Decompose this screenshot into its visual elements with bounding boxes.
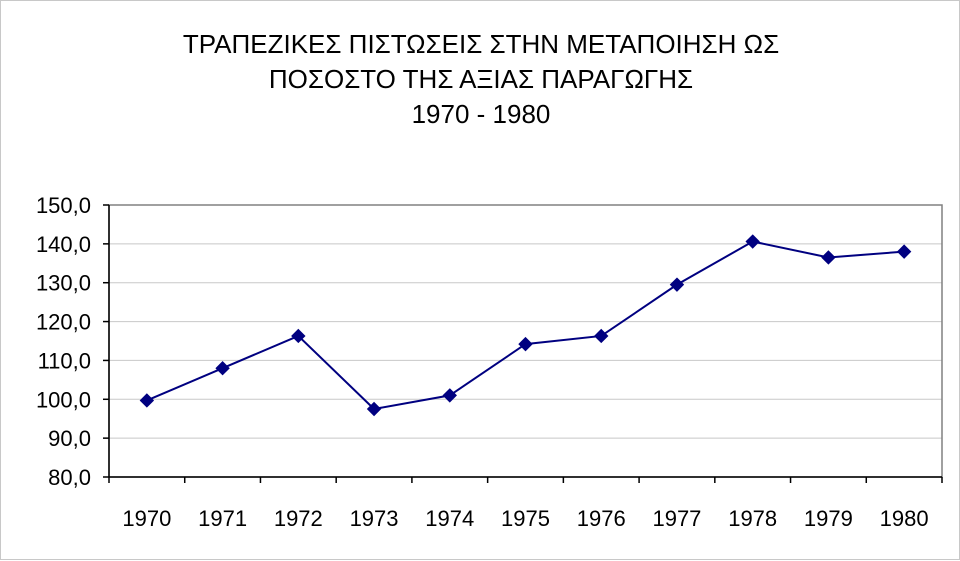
data-point-marker (669, 277, 685, 292)
chart-title: ΤΡΑΠΕΖΙΚΕΣ ΠΙΣΤΩΣΕΙΣ ΣΤΗΝ ΜΕΤΑΠΟΙΗΣΗ ΩΣ … (1, 27, 960, 132)
chart-title-line-2: ΠΟΣΟΣΤΟ ΤΗΣ ΑΞΙΑΣ ΠΑΡΑΓΩΓΗΣ (268, 64, 694, 94)
x-tick-label: 1972 (274, 506, 323, 531)
data-point-marker (215, 360, 230, 376)
x-tick-label: 1970 (122, 506, 171, 531)
x-tick-label: 1977 (652, 506, 701, 531)
y-tick-label: 140,0 (36, 232, 91, 257)
y-tick-label: 80,0 (48, 465, 91, 490)
x-tick-label: 1978 (728, 506, 777, 531)
x-tick-label: 1971 (198, 506, 247, 531)
data-point-marker (821, 250, 836, 265)
data-point-marker (366, 401, 382, 417)
y-tick-label: 130,0 (36, 271, 91, 296)
y-tick-label: 100,0 (36, 387, 91, 412)
data-point-marker (745, 234, 760, 249)
data-point-marker (442, 388, 457, 403)
x-tick-label: 1976 (577, 506, 626, 531)
x-tick-label: 1980 (880, 506, 929, 531)
data-point-marker (896, 244, 912, 259)
x-tick-label: 1979 (804, 506, 853, 531)
chart-title-line-3: 1970 - 1980 (411, 99, 551, 129)
y-tick-label: 90,0 (48, 426, 91, 451)
data-point-marker (518, 336, 533, 352)
x-tick-label: 1975 (501, 506, 550, 531)
y-tick-label: 120,0 (36, 310, 91, 335)
x-tick-label: 1974 (425, 506, 474, 531)
series-line (146, 240, 905, 411)
data-point-marker (139, 393, 155, 408)
chart-title-line-1: ΤΡΑΠΕΖΙΚΕΣ ΠΙΣΤΩΣΕΙΣ ΣΤΗΝ ΜΕΤΑΠΟΙΗΣΗ ΩΣ (182, 29, 780, 59)
y-tick-label: 110,0 (38, 348, 91, 373)
x-tick-label: 1973 (350, 506, 399, 531)
data-point-marker (291, 328, 306, 344)
data-point-marker (594, 328, 609, 344)
y-tick-label: 150,0 (36, 193, 91, 218)
